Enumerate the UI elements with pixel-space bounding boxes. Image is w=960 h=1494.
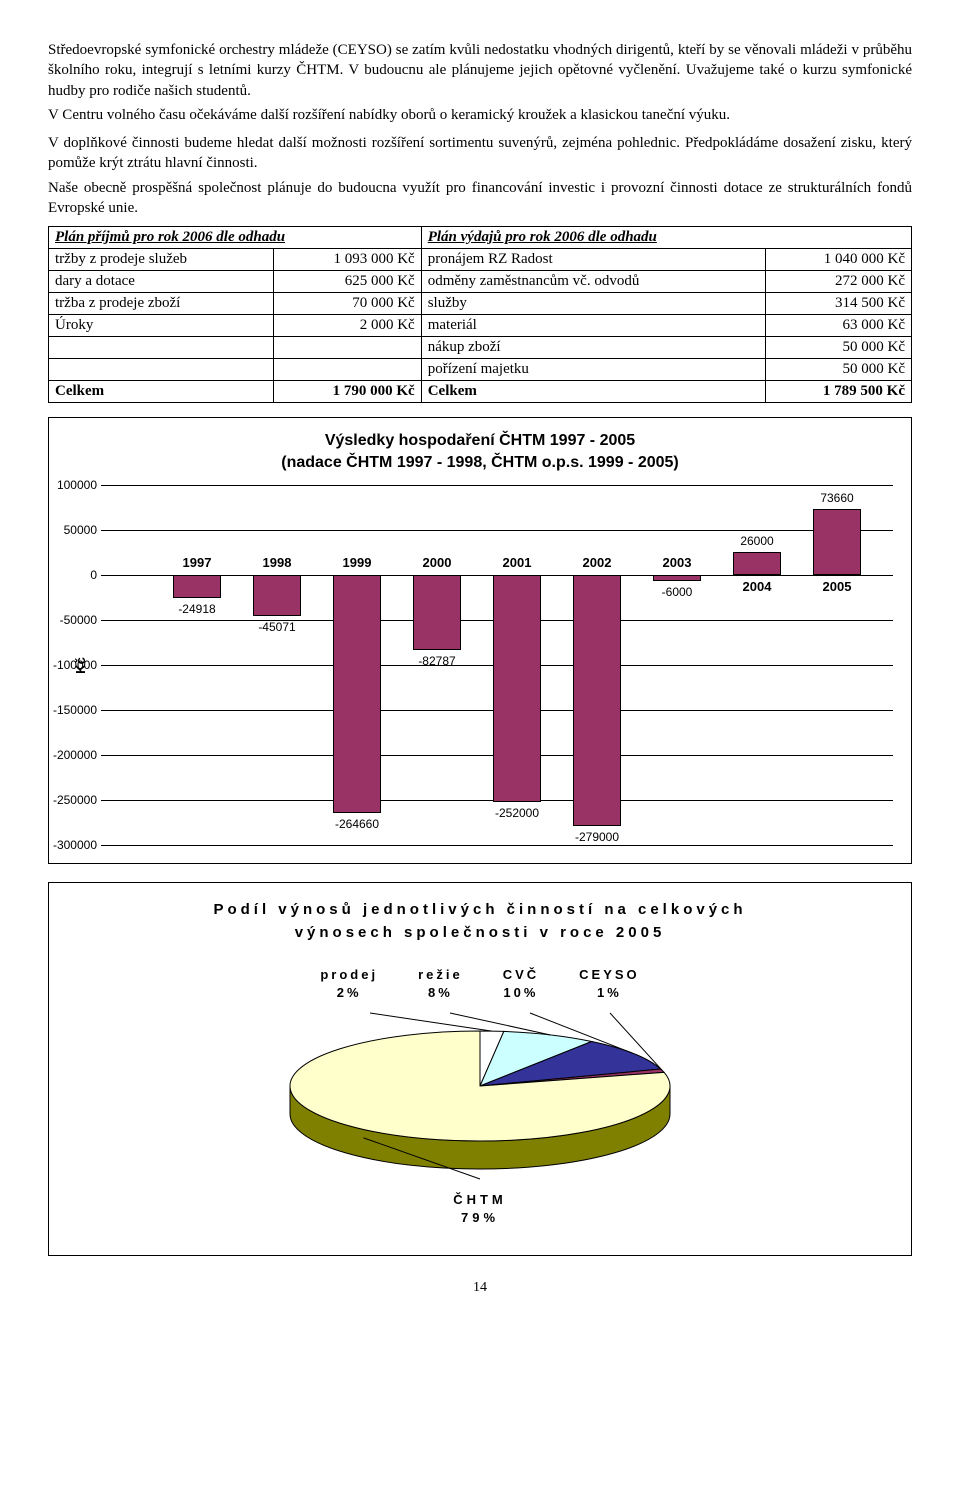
plan-total-value: 1 789 500 Kč [766,381,912,403]
plan-cell [274,359,422,381]
bar-category-label: 1999 [322,555,392,570]
y-tick-label: -100000 [53,658,101,672]
pie-slice-label: ČHTM [453,1192,507,1207]
bar-category-label: 2005 [802,579,872,594]
plan-left-header: Plán příjmů pro rok 2006 dle odhadu [49,227,422,249]
plan-cell [49,359,274,381]
bar-value-label: 73660 [820,491,853,505]
pie-slice-label-block: CEYSO1% [579,966,640,1002]
bar-value-label: -45071 [258,620,295,634]
bar-category-label: 2002 [562,555,632,570]
paragraph: V Centru volného času očekáváme další ro… [48,105,912,125]
bar-category-label: 1998 [242,555,312,570]
plan-cell: pořízení majetku [421,359,765,381]
bar-chart-container: Výsledky hospodaření ČHTM 1997 - 2005 (n… [48,417,912,864]
chart-title-line: Výsledky hospodaření ČHTM 1997 - 2005 [325,432,635,449]
bar-rect [253,575,301,616]
plan-table: Plán příjmů pro rok 2006 dle odhadu Plán… [48,226,912,403]
bar-chart-title: Výsledky hospodaření ČHTM 1997 - 2005 (n… [67,430,893,473]
plan-cell: 50 000 Kč [766,359,912,381]
bar-rect [653,575,701,580]
plan-cell: 2 000 Kč [274,315,422,337]
plan-cell: materiál [421,315,765,337]
plan-right-header: Plán výdajů pro rok 2006 dle odhadu [421,227,911,249]
plan-cell: nákup zboží [421,337,765,359]
y-tick-label: -200000 [53,748,101,762]
plan-cell: tržba z prodeje zboží [49,293,274,315]
bar-value-label: -264660 [335,817,379,831]
y-tick-label: 50000 [64,523,101,537]
bar-rect [173,575,221,597]
bar-plot-area: 100000500000-50000-100000-150000-200000-… [101,485,893,845]
bar-value-label: -279000 [575,830,619,844]
bar-rect [813,509,861,575]
y-tick-label: -250000 [53,793,101,807]
plan-cell: služby [421,293,765,315]
pie-svg [250,1011,710,1181]
y-tick-label: -300000 [53,838,101,852]
bar-category-label: 2004 [722,579,792,594]
plan-cell: pronájem RZ Radost [421,249,765,271]
plan-cell: 63 000 Kč [766,315,912,337]
bar-rect [333,575,381,813]
plan-cell: 1 093 000 Kč [274,249,422,271]
y-tick-label: -150000 [53,703,101,717]
bar-category-label: 2000 [402,555,472,570]
pie-leader-line [370,1013,492,1031]
paragraph: V doplňkové činnosti budeme hledat další… [48,133,912,174]
chart-title-line: (nadace ČHTM 1997 - 1998, ČHTM o.p.s. 19… [281,454,678,471]
bar-value-label: -82787 [418,654,455,668]
bar-rect [733,552,781,575]
page-number: 14 [48,1280,912,1296]
bar-value-label: -6000 [662,585,693,599]
y-tick-label: -50000 [60,613,101,627]
pie-slice-label-block: prodej2% [320,966,378,1002]
plan-cell: 625 000 Kč [274,271,422,293]
y-tick-label: 0 [90,568,101,582]
plan-cell: dary a dotace [49,271,274,293]
chart-title-line: výnosech společnosti v roce 2005 [295,924,666,941]
bar-rect [493,575,541,802]
bar-category-label: 2003 [642,555,712,570]
pie-slice-label-block: režie8% [418,966,463,1002]
plan-total-value: 1 790 000 Kč [274,381,422,403]
plan-cell: 272 000 Kč [766,271,912,293]
plan-cell: odměny zaměstnancům vč. odvodů [421,271,765,293]
y-tick-label: 100000 [57,478,101,492]
plan-total-label: Celkem [49,381,274,403]
plan-cell: 70 000 Kč [274,293,422,315]
plan-cell: 314 500 Kč [766,293,912,315]
bar-rect [413,575,461,650]
plan-cell: 50 000 Kč [766,337,912,359]
pie-chart-title: Podíl výnosů jednotlivých činností na ce… [67,899,893,944]
pie-slice-pct: 79% [461,1210,499,1225]
plan-cell [274,337,422,359]
plan-total-label: Celkem [421,381,765,403]
bar-category-label: 2001 [482,555,552,570]
plan-cell: 1 040 000 Kč [766,249,912,271]
plan-cell [49,337,274,359]
paragraph: Naše obecně prospěšná společnost plánuje… [48,178,912,219]
pie-bottom-label: ČHTM 79% [67,1191,893,1227]
pie-top-labels: prodej2% režie8% CVČ10% CEYSO1% [67,966,893,1002]
pie-chart-container: Podíl výnosů jednotlivých činností na ce… [48,882,912,1256]
bar-value-label: -252000 [495,806,539,820]
bar-value-label: -24918 [178,602,215,616]
bar-rect [573,575,621,826]
plan-cell: tržby z prodeje služeb [49,249,274,271]
paragraph: Středoevropské symfonické orchestry mlád… [48,40,912,101]
plan-cell: Úroky [49,315,274,337]
bar-category-label: 1997 [162,555,232,570]
chart-title-line: Podíl výnosů jednotlivých činností na ce… [213,901,746,918]
bar-value-label: 26000 [740,534,773,548]
pie-slice-label-block: CVČ10% [503,966,539,1002]
